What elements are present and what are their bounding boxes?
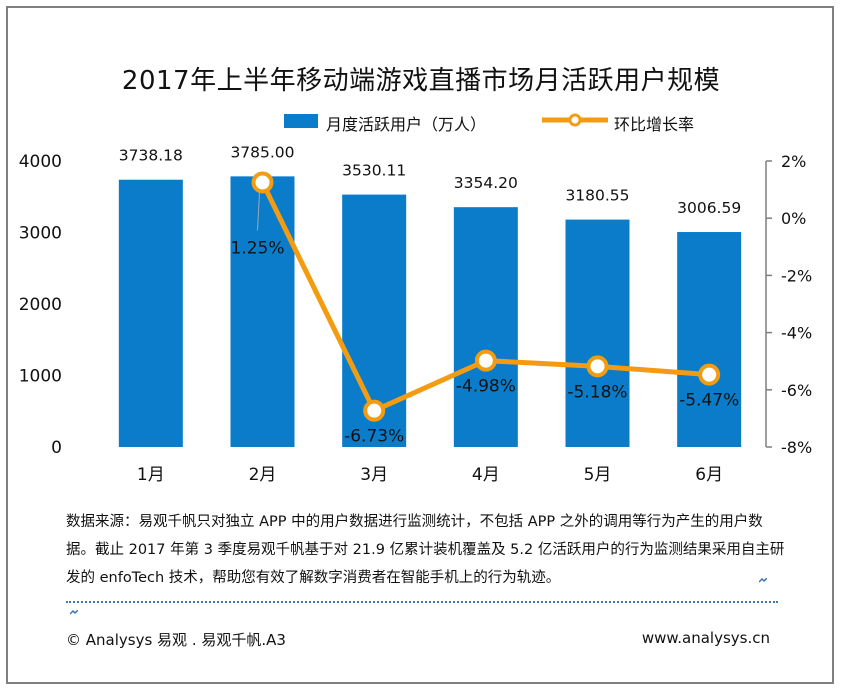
bar-value-label: 3006.59: [677, 199, 741, 217]
y-left-tick-label: 3000: [19, 224, 62, 244]
bar: [565, 219, 630, 447]
bar-value-label: 3180.55: [565, 187, 629, 205]
growth-rate-label: -5.18%: [567, 382, 627, 402]
decorative-mark-icon: [70, 610, 78, 615]
growth-rate-label: -4.98%: [456, 377, 516, 397]
x-tick-label: 2月: [249, 465, 277, 485]
y-right-tick-label: -6%: [781, 381, 812, 400]
growth-rate-label: 1.25%: [230, 238, 284, 258]
bar-value-label: 3530.11: [342, 162, 406, 180]
growth-rate-label: -6.73%: [344, 427, 404, 447]
legend-bar-label: 月度活跃用户（万人）: [326, 115, 487, 134]
x-tick-label: 6月: [695, 465, 723, 485]
y-left-tick-label: 0: [51, 438, 62, 458]
legend-bar-swatch: [284, 114, 318, 128]
y-left-tick-label: 2000: [19, 295, 62, 315]
copyright: © Analysys 易观 . 易观千帆.A3: [66, 631, 286, 649]
bar: [230, 176, 295, 447]
y-right-tick-label: 0%: [781, 209, 806, 228]
bar-value-label: 3785.00: [230, 143, 294, 161]
bar: [677, 232, 742, 447]
growth-rate-point: [586, 355, 609, 378]
bar: [118, 179, 183, 447]
growth-rate-label: -5.47%: [679, 391, 739, 411]
y-left-tick-label: 4000: [19, 152, 62, 172]
chart-title: 2017年上半年移动端游戏直播市场月活跃用户规模: [121, 66, 721, 96]
growth-rate-point: [474, 349, 497, 372]
x-tick-label: 1月: [137, 465, 165, 485]
growth-rate-point: [698, 363, 721, 386]
growth-rate-point: [251, 171, 274, 194]
y-right-tick-label: -2%: [781, 266, 812, 285]
source-note: 数据来源：易观千帆只对独立 APP 中的用户数据进行监测统计，不包括 APP 之…: [66, 514, 785, 586]
y-right-tick-label: 2%: [781, 152, 806, 171]
leader-line: [257, 192, 260, 231]
website-link[interactable]: www.analysys.cn: [641, 629, 770, 647]
bar: [453, 207, 518, 447]
x-tick-label: 3月: [360, 465, 388, 485]
legend-line-label: 环比增长率: [614, 115, 695, 134]
chart-plot: 0 1000 2000 3000 4000 -8% -6% -4% -2% 0% 2% 3738.1…: [19, 143, 812, 485]
y-left-tick-label: 1000: [19, 367, 62, 387]
growth-rate-point: [363, 399, 386, 422]
x-tick-label: 4月: [472, 465, 500, 485]
bar-value-label: 3738.18: [119, 147, 183, 165]
bar-value-label: 3354.20: [454, 174, 518, 192]
decorative-mark-icon: [759, 578, 767, 583]
legend-line-swatch: [542, 113, 608, 127]
x-tick-label: 5月: [584, 465, 612, 485]
y-right-tick-label: -8%: [781, 438, 812, 457]
divider: [66, 601, 778, 603]
y-right-tick-label: -4%: [781, 324, 812, 343]
